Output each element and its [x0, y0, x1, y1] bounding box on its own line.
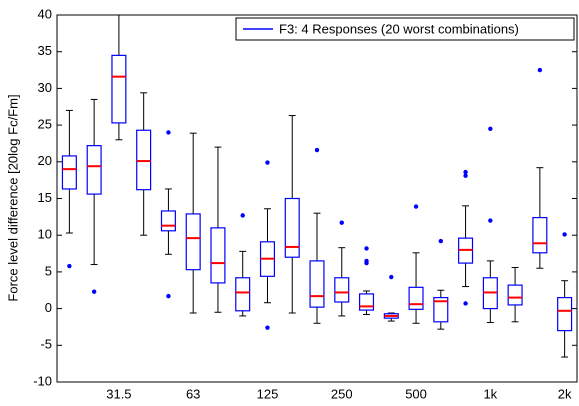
- outlier: [67, 263, 72, 269]
- box: [284, 197, 300, 258]
- box: [160, 210, 176, 232]
- x-tick-label: 31.5: [106, 386, 131, 401]
- box: [334, 277, 350, 303]
- y-tick-label: -5: [40, 337, 52, 352]
- box: [309, 260, 325, 308]
- x-tick-label: 1k: [483, 386, 497, 401]
- box: [185, 213, 201, 271]
- outlier: [488, 126, 493, 131]
- outlier: [314, 147, 320, 153]
- outlier: [438, 238, 444, 244]
- outlier: [339, 220, 344, 225]
- box: [433, 296, 449, 323]
- box: [86, 145, 102, 195]
- y-tick-label: 40: [38, 6, 52, 21]
- y-tick-label: 10: [38, 227, 52, 242]
- plot-frame: [56, 14, 578, 383]
- x-tick-label: 250: [331, 386, 353, 401]
- x-tick-label: 125: [257, 386, 279, 401]
- outlier: [364, 260, 369, 266]
- box: [61, 155, 77, 190]
- box: [136, 129, 152, 191]
- outlier: [463, 301, 468, 306]
- y-tick-label: 35: [38, 43, 52, 58]
- box: [235, 277, 251, 312]
- outlier: [240, 213, 245, 218]
- outlier: [463, 173, 468, 178]
- y-tick-label: 15: [38, 190, 52, 205]
- outlier: [413, 204, 419, 209]
- box: [111, 54, 127, 124]
- outlier: [463, 169, 468, 175]
- box: [557, 296, 573, 332]
- outlier: [537, 67, 543, 73]
- x-tick-label: 63: [186, 386, 200, 401]
- legend-box: [235, 17, 575, 41]
- y-tick-label: 20: [38, 153, 52, 168]
- outlier: [166, 130, 171, 135]
- legend-label: F3: 4 Responses (20 worst combinations): [279, 21, 519, 36]
- outlier: [389, 274, 394, 280]
- y-tick-label: 25: [38, 117, 52, 132]
- outlier: [166, 293, 171, 299]
- y-tick-label: -10: [33, 373, 52, 388]
- y-axis-label: Force level difference [20log Fc/Fm]: [5, 94, 20, 301]
- x-tick-label: 2k: [558, 386, 572, 401]
- outlier: [265, 160, 270, 165]
- y-tick-label: 0: [45, 300, 52, 315]
- outlier: [364, 246, 369, 251]
- box: [210, 227, 226, 284]
- y-tick-label: 30: [38, 80, 52, 95]
- outlier: [265, 325, 270, 330]
- box: [532, 216, 548, 254]
- outlier: [562, 232, 567, 237]
- x-tick-label: 500: [405, 386, 427, 401]
- outlier: [488, 218, 493, 223]
- outlier: [91, 289, 97, 294]
- box: [408, 286, 424, 310]
- box: [507, 284, 523, 306]
- box: [358, 293, 375, 311]
- y-tick-label: 5: [45, 263, 52, 278]
